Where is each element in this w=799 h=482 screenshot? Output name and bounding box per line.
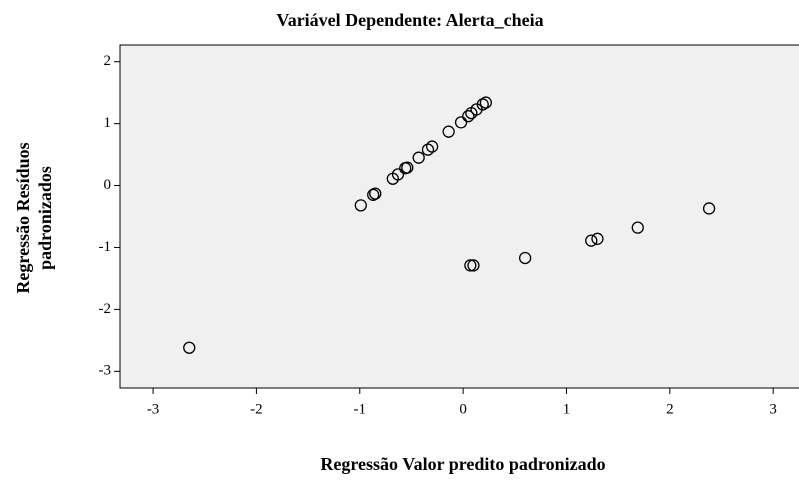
point [467, 259, 480, 272]
point [354, 199, 367, 212]
x-tick-label: -3 [147, 401, 160, 417]
point [702, 202, 716, 215]
y-tick-label: 2 [104, 53, 112, 69]
y-tick-label: -2 [99, 301, 112, 317]
x-tick-label: 3 [769, 401, 777, 417]
x-tick-label: 1 [563, 401, 571, 417]
y-tick-label: 0 [104, 177, 112, 193]
point [369, 187, 382, 200]
y-axis-label-line: Regressão Resíduos [13, 142, 33, 293]
y-tick-label: -3 [99, 363, 112, 379]
point [425, 140, 439, 153]
point [391, 168, 405, 181]
point [462, 110, 475, 123]
x-axis-label: Regressão Valor predito padronizado [320, 454, 605, 474]
point [518, 251, 532, 265]
x-tick-label: -1 [354, 401, 367, 417]
y-axis-label-line: padronizados [35, 166, 55, 270]
x-tick-label: 0 [459, 401, 467, 417]
y-tick-label: -1 [99, 239, 112, 255]
point [585, 234, 598, 247]
y-tick-label: 1 [104, 115, 112, 131]
point [367, 188, 380, 201]
point [442, 125, 455, 138]
y-axis-label: Regressão Resíduos padronizados [13, 142, 55, 293]
point [479, 96, 493, 109]
point [631, 221, 644, 234]
point [183, 341, 196, 354]
point [454, 116, 468, 129]
point [412, 151, 425, 164]
point [464, 259, 477, 272]
plot-area [119, 44, 799, 389]
chart-title: Variável Dependente: Alerta_cheia [276, 10, 543, 30]
point [591, 232, 604, 245]
point [421, 143, 435, 156]
x-tick-label: 2 [666, 401, 674, 417]
point [401, 161, 414, 174]
point [476, 98, 489, 111]
x-tick-label: -2 [250, 401, 263, 417]
